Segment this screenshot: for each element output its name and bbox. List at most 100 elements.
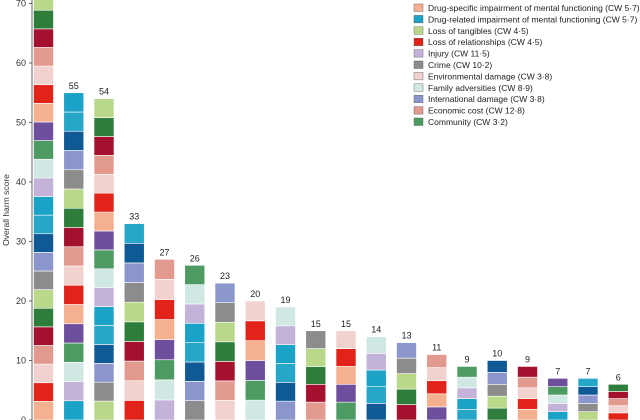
bar-stack: [214, 282, 236, 420]
bar-segment: [577, 403, 599, 412]
bar-segment: [547, 378, 569, 387]
bar-segment: [456, 387, 478, 399]
bar-segment: [93, 287, 115, 307]
bar-segment: [456, 408, 478, 420]
bar-segment: [33, 0, 54, 11]
bar-segment: [123, 380, 145, 401]
bar-segment: [63, 150, 85, 171]
legend-swatch: [413, 15, 424, 24]
bar-segment: [33, 9, 54, 30]
bar-segment: [214, 400, 236, 420]
legend-label: Drug-related impairment of mental functi…: [428, 14, 637, 24]
bar-segment: [93, 325, 115, 345]
bar-segment: [426, 367, 448, 382]
bar-segment: [184, 264, 206, 285]
legend-label: Environmental damage (CW 3·8): [428, 71, 552, 81]
bar-segment: [305, 401, 327, 420]
bar-segment: [244, 399, 266, 420]
bar-segment: [154, 379, 175, 401]
bar-segment: [93, 268, 115, 288]
bar-total-label: 10: [492, 349, 502, 359]
bar-segment: [154, 319, 175, 340]
bar-segment: [154, 399, 175, 420]
bar-stack: [93, 98, 115, 420]
bar-segment: [365, 353, 387, 371]
bar-total-label: 54: [99, 87, 109, 97]
bar-segment: [123, 400, 145, 420]
bar-segment: [365, 403, 387, 420]
bar-segment: [517, 408, 538, 420]
y-tick-label: 20: [16, 296, 26, 306]
bar-segment: [184, 323, 206, 343]
bar-segment: [184, 303, 206, 324]
legend: Drug-specific impairment of mental funct…: [413, 3, 640, 127]
bar-segment: [547, 386, 569, 396]
bar-segment: [365, 369, 387, 387]
bar-total-label: 55: [69, 81, 79, 91]
bar-stack: [607, 383, 629, 420]
bar-segment: [335, 383, 357, 403]
bar-segment: [184, 342, 206, 363]
bar-segment: [214, 302, 236, 323]
bar-segment: [577, 394, 599, 404]
bar-segment: [63, 342, 85, 363]
y-tick-label: 30: [16, 237, 26, 247]
bar-total-label: 9: [525, 354, 530, 364]
bar-total-label: 19: [280, 295, 290, 305]
bar-stack: [244, 300, 266, 420]
bar-segment: [33, 121, 54, 141]
bar-stack: [275, 306, 296, 420]
legend-swatch: [413, 49, 424, 58]
bar-segment: [123, 341, 145, 362]
bar-segment: [517, 387, 538, 399]
bar-segment: [154, 279, 175, 300]
bar-segment: [33, 84, 54, 104]
bar-segment: [456, 398, 478, 410]
bar-segment: [184, 284, 206, 305]
bar-total-label: 14: [371, 325, 381, 335]
bar-segment: [93, 362, 115, 383]
bar-segment: [33, 382, 54, 402]
bar-total-label: 23: [220, 271, 230, 281]
bar-segment: [365, 336, 387, 354]
legend-swatch: [413, 60, 424, 69]
bar-segment: [275, 344, 296, 364]
legend-label: Drug-specific impairment of mental funct…: [428, 3, 640, 13]
bar-segment: [63, 111, 85, 132]
bar-segment: [305, 348, 327, 367]
bar-segment: [93, 400, 115, 420]
bar-segment: [244, 300, 266, 322]
bar-segment: [275, 400, 296, 420]
bar-segment: [244, 380, 266, 401]
legend-swatch: [413, 94, 424, 103]
bar-segment: [33, 233, 54, 253]
legend-swatch: [413, 38, 424, 46]
bar-segment: [93, 98, 115, 118]
bar-total-label: 27: [159, 247, 169, 257]
bar-total-label: 11: [432, 343, 441, 353]
bar-segment: [93, 306, 115, 326]
legend-label: Loss of relationships (CW 4·5): [428, 37, 542, 47]
bar-segment: [63, 323, 85, 344]
bar-segment: [33, 345, 54, 365]
bar-stack: [456, 366, 478, 420]
legend-label: Crime (CW 10·2): [428, 60, 492, 70]
bar-segment: [214, 321, 236, 343]
y-tick-label: 0: [21, 415, 26, 420]
bar-segment: [63, 246, 85, 267]
bar-segment: [93, 381, 115, 402]
bar-segment: [154, 359, 175, 381]
bar-segment: [607, 383, 629, 392]
bar-segment: [456, 366, 478, 378]
bar-segment: [123, 282, 145, 303]
y-tick-label: 70: [16, 0, 26, 9]
bar-total-label: 26: [190, 253, 200, 263]
bar-segment: [577, 378, 599, 387]
bar-segment: [93, 249, 115, 270]
bar-segment: [184, 361, 206, 382]
legend-label: Injury (CW 11·5): [428, 49, 490, 59]
bar-total-label: 7: [585, 366, 590, 376]
bar-segment: [396, 373, 417, 390]
bar-segment: [396, 404, 417, 420]
